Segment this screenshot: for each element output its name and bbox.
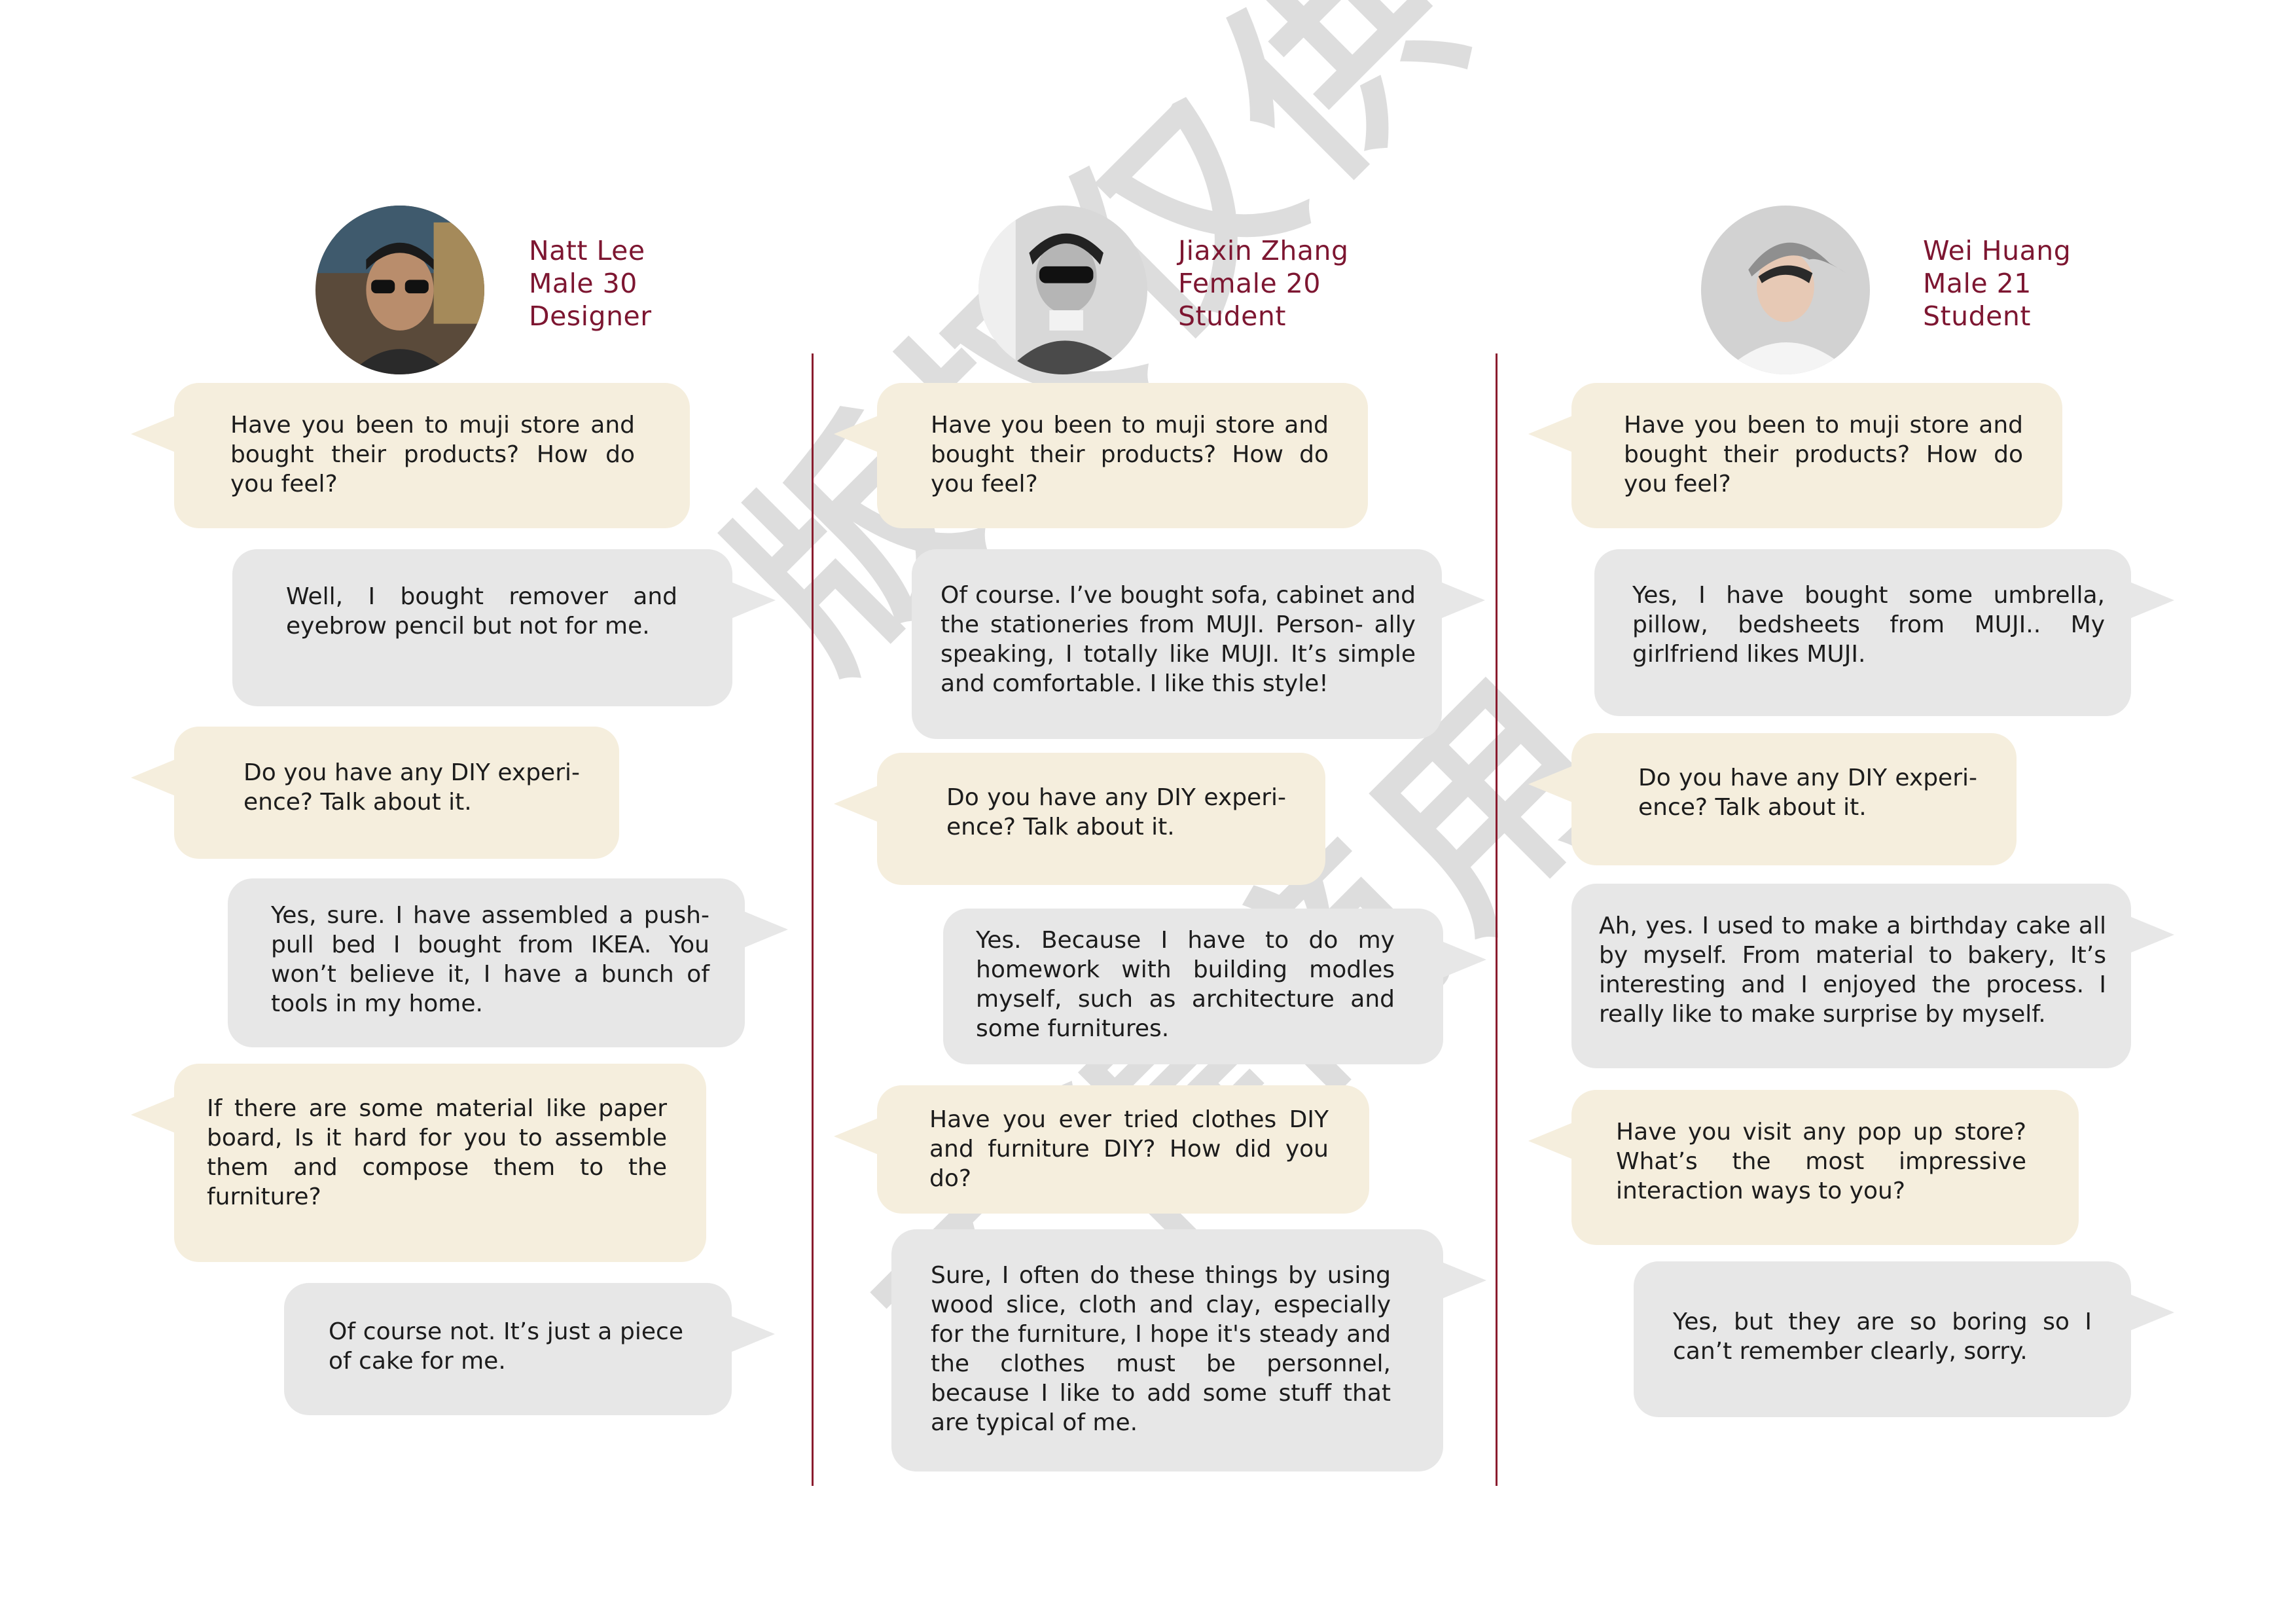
person-photo-icon bbox=[978, 206, 1147, 374]
answer-bubble: Of course. I’ve bought sofa, cabinet and… bbox=[912, 549, 1485, 739]
answer-bubble: Of course not. It’s just a piece of cake… bbox=[284, 1283, 775, 1415]
person-photo-icon bbox=[315, 206, 484, 374]
avatar-jiaxin-zhang bbox=[978, 206, 1147, 374]
profile-occupation: Designer bbox=[529, 300, 652, 332]
answer-bubble: Sure, I often do these things by using w… bbox=[891, 1229, 1486, 1471]
profile-name: Jiaxin Zhang bbox=[1178, 235, 1349, 266]
profile-natt-lee: Natt Lee Male 30 Designer bbox=[529, 234, 652, 333]
avatar-wei-huang bbox=[1701, 206, 1870, 374]
profile-wei-huang: Wei Huang Male 21 Student bbox=[1923, 234, 2071, 333]
question-bubble: If there are some material like paper bo… bbox=[131, 1064, 706, 1262]
question-bubble: Do you have any DIY experi- ence? Talk a… bbox=[131, 727, 619, 859]
profile-gender-age: Male 21 bbox=[1923, 268, 2032, 299]
answer-bubble: Yes, but they are so boring so I can’t r… bbox=[1634, 1261, 2174, 1417]
answer-bubble: Yes, I have bought some umbrella, pillow… bbox=[1594, 549, 2174, 716]
question-bubble: Have you visit any pop up store? What’s … bbox=[1528, 1090, 2079, 1245]
answer-bubble: Yes, sure. I have assembled a push-pull … bbox=[228, 878, 788, 1047]
question-bubble: Have you been to muji store and bought t… bbox=[131, 383, 690, 528]
answer-bubble: Well, I bought remover and eyebrow penci… bbox=[232, 549, 776, 706]
profile-jiaxin-zhang: Jiaxin Zhang Female 20 Student bbox=[1178, 234, 1349, 333]
profile-gender-age: Female 20 bbox=[1178, 268, 1321, 299]
question-bubble: Do you have any DIY experi- ence? Talk a… bbox=[834, 753, 1325, 885]
question-bubble: Do you have any DIY experi- ence? Talk a… bbox=[1528, 733, 2017, 865]
answer-bubble: Ah, yes. I used to make a birthday cake … bbox=[1571, 884, 2174, 1068]
avatar-natt-lee bbox=[315, 206, 484, 374]
profile-occupation: Student bbox=[1923, 300, 2031, 332]
answer-bubble: Yes. Because I have to do my homework wi… bbox=[943, 909, 1486, 1064]
person-photo-icon bbox=[1701, 206, 1870, 374]
profile-name: Natt Lee bbox=[529, 235, 645, 266]
profile-gender-age: Male 30 bbox=[529, 268, 637, 299]
profile-name: Wei Huang bbox=[1923, 235, 2072, 266]
profile-occupation: Student bbox=[1178, 300, 1286, 332]
question-bubble: Have you been to muji store and bought t… bbox=[834, 383, 1368, 528]
column-divider-left bbox=[812, 353, 814, 1486]
column-divider-right bbox=[1496, 353, 1498, 1486]
question-bubble: Have you ever tried clothes DIY and furn… bbox=[834, 1085, 1369, 1214]
question-bubble: Have you been to muji store and bought t… bbox=[1528, 383, 2062, 528]
